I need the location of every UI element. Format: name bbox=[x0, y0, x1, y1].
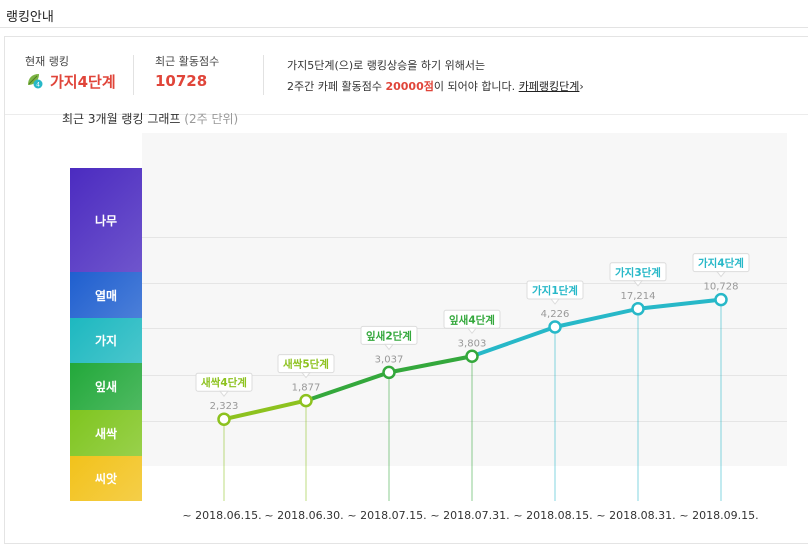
point-label: 가지4단계 10,728 bbox=[692, 253, 750, 293]
link-arrow-icon: › bbox=[579, 80, 584, 93]
point-score-label: 2,323 bbox=[210, 401, 239, 412]
title-divider bbox=[0, 27, 808, 28]
point-rank-label: 가지3단계 bbox=[615, 266, 661, 279]
series-segment bbox=[636, 297, 723, 311]
point-rank-label: 잎새4단계 bbox=[449, 313, 495, 326]
label-pointer bbox=[715, 271, 727, 278]
point-label: 가지1단계 4,226 bbox=[526, 280, 584, 320]
point-score-label: 1,877 bbox=[292, 383, 321, 394]
series-segment bbox=[304, 370, 391, 403]
x-tick-label: ~ 2018.06.30. bbox=[264, 509, 344, 522]
card-divider bbox=[5, 114, 808, 115]
svg-text:4: 4 bbox=[36, 82, 40, 89]
point-score-label: 4,226 bbox=[541, 309, 570, 320]
point-score-label: 3,037 bbox=[375, 354, 404, 365]
rank-band-1: 열매 bbox=[70, 272, 142, 318]
label-pointer bbox=[549, 298, 561, 305]
point-score-label: 3,803 bbox=[458, 338, 487, 349]
chart-subtitle: (2주 단위) bbox=[184, 112, 239, 126]
point-score-label: 10,728 bbox=[704, 282, 739, 293]
rank-band-4: 새싹 bbox=[70, 410, 142, 456]
data-point[interactable] bbox=[217, 412, 231, 426]
label-pointer bbox=[632, 280, 644, 287]
point-label: 새싹4단계 2,323 bbox=[195, 372, 253, 412]
info-divider bbox=[263, 55, 264, 95]
rank-band-5: 씨앗 bbox=[70, 456, 142, 501]
series-segment bbox=[222, 398, 308, 422]
leaf-badge-icon: 4 bbox=[28, 74, 43, 89]
notice-text: 2주간 카페 활동점수 bbox=[287, 80, 386, 93]
x-tick-label: ~ 2018.08.31. bbox=[596, 509, 676, 522]
rank-up-notice-line2: 2주간 카페 활동점수 20000점이 되어야 합니다. 카페랭킹단계› bbox=[287, 78, 584, 94]
point-label: 잎새4단계 3,803 bbox=[443, 309, 501, 349]
rank-band-2: 가지 bbox=[70, 318, 142, 363]
current-rank-label: 현재 랭킹 bbox=[25, 55, 69, 68]
info-divider bbox=[133, 55, 134, 95]
series-segment bbox=[470, 325, 557, 359]
point-rank-label: 가지1단계 bbox=[532, 284, 578, 297]
x-tick-label: ~ 2018.09.15. bbox=[679, 509, 759, 522]
grid-line bbox=[142, 237, 787, 238]
rank-up-notice-line1: 가지5단계(으)로 랭킹상승을 하기 위해서는 bbox=[287, 59, 486, 72]
data-point[interactable] bbox=[382, 365, 396, 380]
point-rank-label: 새싹4단계 bbox=[201, 376, 247, 389]
cafe-ranking-link[interactable]: 카페랭킹단계 bbox=[518, 80, 580, 93]
point-rank-label: 새싹5단계 bbox=[283, 358, 329, 371]
series-segment bbox=[553, 306, 640, 329]
rank-band-0: 나무 bbox=[70, 168, 142, 272]
point-label: 가지3단계 17,214 bbox=[609, 262, 667, 302]
series-segment bbox=[387, 354, 474, 375]
point-rank-label: 잎새2단계 bbox=[366, 329, 412, 342]
data-point[interactable] bbox=[465, 349, 479, 363]
chart-plot-area bbox=[142, 133, 787, 466]
x-tick-label: ~ 2018.07.31. bbox=[430, 509, 510, 522]
chart-title: 최근 3개월 랭킹 그래프 (2주 단위) bbox=[62, 110, 238, 127]
ranking-card: 현재 랭킹 4 가지4단계 최근 활동점수 10728 가지5단계(으)로 랭킹… bbox=[4, 36, 808, 544]
data-point[interactable] bbox=[631, 302, 645, 316]
target-score: 20000점 bbox=[385, 80, 434, 93]
label-pointer bbox=[466, 327, 478, 335]
x-tick-label: ~ 2018.07.15. bbox=[347, 509, 427, 522]
label-pointer bbox=[383, 343, 395, 351]
x-tick-label: ~ 2018.06.15. bbox=[182, 509, 262, 522]
grid-line bbox=[142, 421, 787, 422]
chart-title-text: 최근 3개월 랭킹 그래프 bbox=[62, 112, 181, 126]
x-tick-label: ~ 2018.08.15. bbox=[513, 509, 593, 522]
grid-line bbox=[142, 283, 787, 284]
point-score-label: 17,214 bbox=[621, 291, 656, 302]
point-rank-label: 가지4단계 bbox=[698, 257, 744, 270]
page-title: 랭킹안내 bbox=[6, 10, 54, 25]
data-point[interactable] bbox=[714, 292, 728, 307]
score-label: 최근 활동점수 bbox=[155, 55, 220, 68]
label-pointer bbox=[300, 372, 312, 379]
point-label: 새싹5단계 1,877 bbox=[277, 354, 335, 394]
point-label: 잎새2단계 3,037 bbox=[360, 325, 418, 365]
data-point[interactable] bbox=[548, 320, 562, 334]
notice-text: 이 되어야 합니다. bbox=[433, 80, 516, 93]
data-point[interactable] bbox=[299, 393, 313, 408]
current-rank-value: 가지4단계 bbox=[50, 73, 116, 91]
score-value: 10728 bbox=[155, 72, 208, 90]
label-pointer bbox=[218, 390, 230, 398]
rank-band-3: 잎새 bbox=[70, 363, 142, 410]
grid-line bbox=[142, 375, 787, 376]
